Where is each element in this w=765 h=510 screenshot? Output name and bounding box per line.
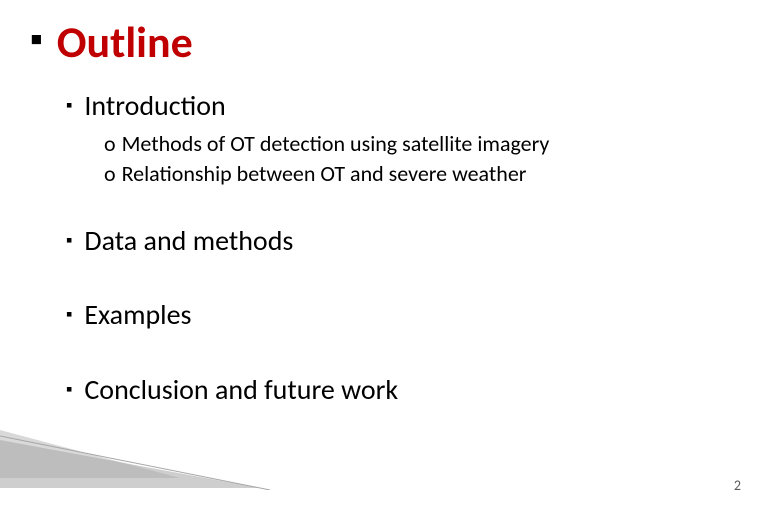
square-bullet-icon: ▪	[66, 96, 72, 114]
square-bullet-icon: ▪	[66, 380, 72, 398]
corner-decoration-icon	[0, 430, 280, 490]
outline-subitem-label: Relationship between OT and severe weath…	[122, 160, 527, 188]
outline-subitem-label: Methods of OT detection using satellite …	[122, 130, 550, 158]
outline-item-examples: ▪ Examples	[66, 299, 725, 331]
title-bullet-icon: ▪	[30, 21, 43, 57]
outline-item-label: Introduction	[84, 90, 225, 122]
outline-subitem: o Methods of OT detection using satellit…	[104, 130, 725, 158]
spacer	[30, 340, 725, 374]
spacer	[30, 265, 725, 299]
title-row: ▪ Outline	[30, 20, 725, 64]
circle-bullet-icon: o	[104, 163, 116, 185]
outline-item-data-methods: ▪ Data and methods	[66, 225, 725, 257]
circle-bullet-icon: o	[104, 133, 116, 155]
page-number: 2	[734, 477, 741, 494]
slide-title: Outline	[57, 20, 193, 64]
outline-item-conclusion: ▪ Conclusion and future work	[66, 374, 725, 406]
outline-item-label: Data and methods	[84, 225, 293, 257]
outline-item-label: Conclusion and future work	[84, 374, 398, 406]
slide: ▪ Outline ▪ Introduction o Methods of OT…	[0, 0, 765, 510]
outline-item-label: Examples	[84, 299, 191, 331]
square-bullet-icon: ▪	[66, 231, 72, 249]
spacer	[30, 189, 725, 225]
square-bullet-icon: ▪	[66, 305, 72, 323]
outline-subitem: o Relationship between OT and severe wea…	[104, 160, 725, 188]
outline-item-introduction: ▪ Introduction	[66, 90, 725, 122]
